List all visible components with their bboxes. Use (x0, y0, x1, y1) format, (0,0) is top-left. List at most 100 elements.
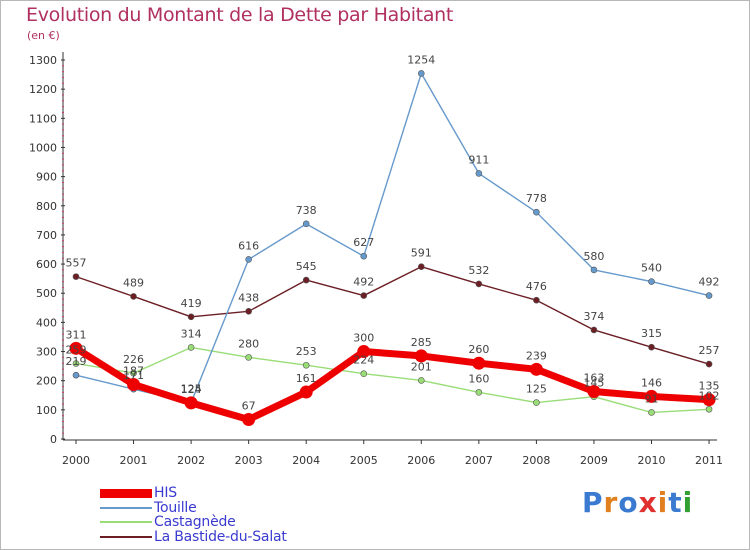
data-point-la-bastide-du-salat (533, 296, 540, 304)
x-tick-label: 2008 (522, 454, 550, 467)
data-point-his (127, 377, 141, 391)
legend-label-touille: Touille (154, 500, 197, 516)
chart-series (69, 70, 716, 426)
data-label-touille: 219 (66, 355, 87, 368)
data-point-castagnede (533, 399, 540, 406)
data-point-his (242, 412, 256, 426)
y-tick-label: 900 (36, 171, 57, 184)
data-point-his (702, 393, 716, 407)
data-label-castagnede: 145 (583, 377, 604, 390)
data-point-his (357, 345, 371, 359)
legend-item-la-bastide-du-salat: La Bastide-du-Salat (100, 529, 287, 545)
data-point-touille (417, 70, 425, 77)
series-line-castagnede (75, 346, 710, 414)
data-label-touille: 738 (296, 204, 317, 217)
logo-letter: x (638, 486, 658, 519)
x-tick-label: 2009 (580, 454, 608, 467)
data-point-la-bastide-du-salat (302, 276, 310, 284)
data-label-la-bastide-du-salat: 315 (641, 327, 662, 340)
data-point-touille (360, 252, 368, 260)
x-tick-label: 2000 (62, 454, 90, 467)
data-point-castagnede (417, 377, 425, 384)
data-label-touille: 627 (353, 236, 374, 249)
data-point-touille (533, 208, 540, 216)
data-label-castagnede: 160 (468, 372, 489, 385)
data-label-castagnede: 102 (699, 389, 720, 402)
y-tick-label: 100 (36, 404, 57, 417)
y-tick-label: 1000 (29, 141, 57, 154)
data-label-his: 161 (296, 372, 317, 385)
legend-swatch-touille (100, 507, 152, 509)
data-label-his: 163 (583, 371, 604, 384)
data-label-castagnede: 125 (526, 383, 547, 396)
data-label-his: 285 (411, 336, 432, 349)
data-label-touille: 778 (526, 192, 547, 205)
data-label-castagnede: 224 (353, 354, 374, 367)
legend-label-la-bastide-du-salat: La Bastide-du-Salat (154, 529, 287, 545)
x-tick-label: 2005 (350, 454, 378, 467)
data-label-la-bastide-du-salat: 257 (699, 344, 720, 357)
y-tick-label: 1100 (29, 112, 57, 125)
data-label-castagnede: 201 (411, 360, 432, 373)
data-label-his: 311 (66, 328, 87, 341)
data-label-touille: 580 (583, 250, 604, 263)
y-tick-label: 1300 (29, 54, 57, 67)
y-tick-label: 800 (36, 200, 57, 213)
data-label-touille: 125 (181, 383, 202, 396)
data-label-castagnede: 91 (645, 392, 659, 405)
data-label-castagnede: 259 (66, 343, 87, 356)
data-label-castagnede: 226 (123, 353, 144, 366)
data-point-his (529, 362, 543, 376)
y-tick-label: 1200 (29, 83, 57, 96)
data-point-castagnede (187, 344, 195, 351)
chart-axes: 0 100 200 300 400 500 600 700 800 900 1000 1100 1200… (29, 52, 723, 467)
data-point-castagnede (648, 409, 655, 416)
legend-item-castagnede: Castagnède (100, 514, 236, 530)
data-point-la-bastide-du-salat (360, 292, 368, 299)
data-point-touille (705, 292, 713, 299)
legend-label-his: HIS (154, 485, 177, 501)
logo-letter: r (603, 486, 619, 519)
data-label-touille: 1254 (407, 53, 435, 66)
data-point-touille (72, 371, 80, 379)
proxiti-logo: Proxiti (582, 486, 693, 519)
data-label-la-bastide-du-salat: 419 (181, 297, 202, 310)
x-tick-label: 2003 (235, 454, 263, 467)
data-label-his: 135 (699, 380, 720, 393)
data-point-la-bastide-du-salat (417, 263, 425, 271)
x-tick-label: 2004 (292, 454, 320, 467)
data-point-la-bastide-du-salat (590, 326, 598, 334)
y-tick-label: 600 (36, 258, 57, 271)
data-label-his: 67 (242, 399, 256, 412)
data-label-la-bastide-du-salat: 438 (238, 291, 259, 304)
data-label-la-bastide-du-salat: 489 (123, 276, 144, 289)
legend-label-castagnede: Castagnède (154, 514, 236, 530)
data-label-castagnede: 253 (296, 345, 317, 358)
data-label-his: 187 (123, 364, 144, 377)
series-line-his (72, 344, 713, 423)
data-point-touille (648, 278, 655, 285)
data-label-castagnede: 280 (238, 337, 259, 350)
legend-swatch-castagnede (100, 521, 152, 523)
data-point-touille (302, 220, 310, 228)
x-tick-label: 2010 (638, 454, 666, 467)
data-point-castagnede (360, 370, 368, 377)
chart-title: Evolution du Montant de la Dette par Hab… (26, 4, 454, 26)
data-point-la-bastide-du-salat (705, 360, 713, 368)
x-tick-label: 2007 (465, 454, 493, 467)
data-point-touille (245, 256, 252, 263)
data-label-touille: 540 (641, 262, 662, 275)
logo-letter: i (657, 486, 669, 519)
data-point-touille (475, 170, 483, 177)
data-label-his: 146 (641, 376, 662, 389)
data-point-his (184, 396, 198, 410)
data-point-la-bastide-du-salat (72, 273, 80, 280)
y-tick-label: 300 (36, 346, 57, 359)
data-label-his: 124 (181, 383, 202, 396)
x-tick-label: 2006 (407, 454, 435, 467)
data-label-his: 239 (526, 349, 547, 362)
data-point-his (69, 341, 83, 355)
